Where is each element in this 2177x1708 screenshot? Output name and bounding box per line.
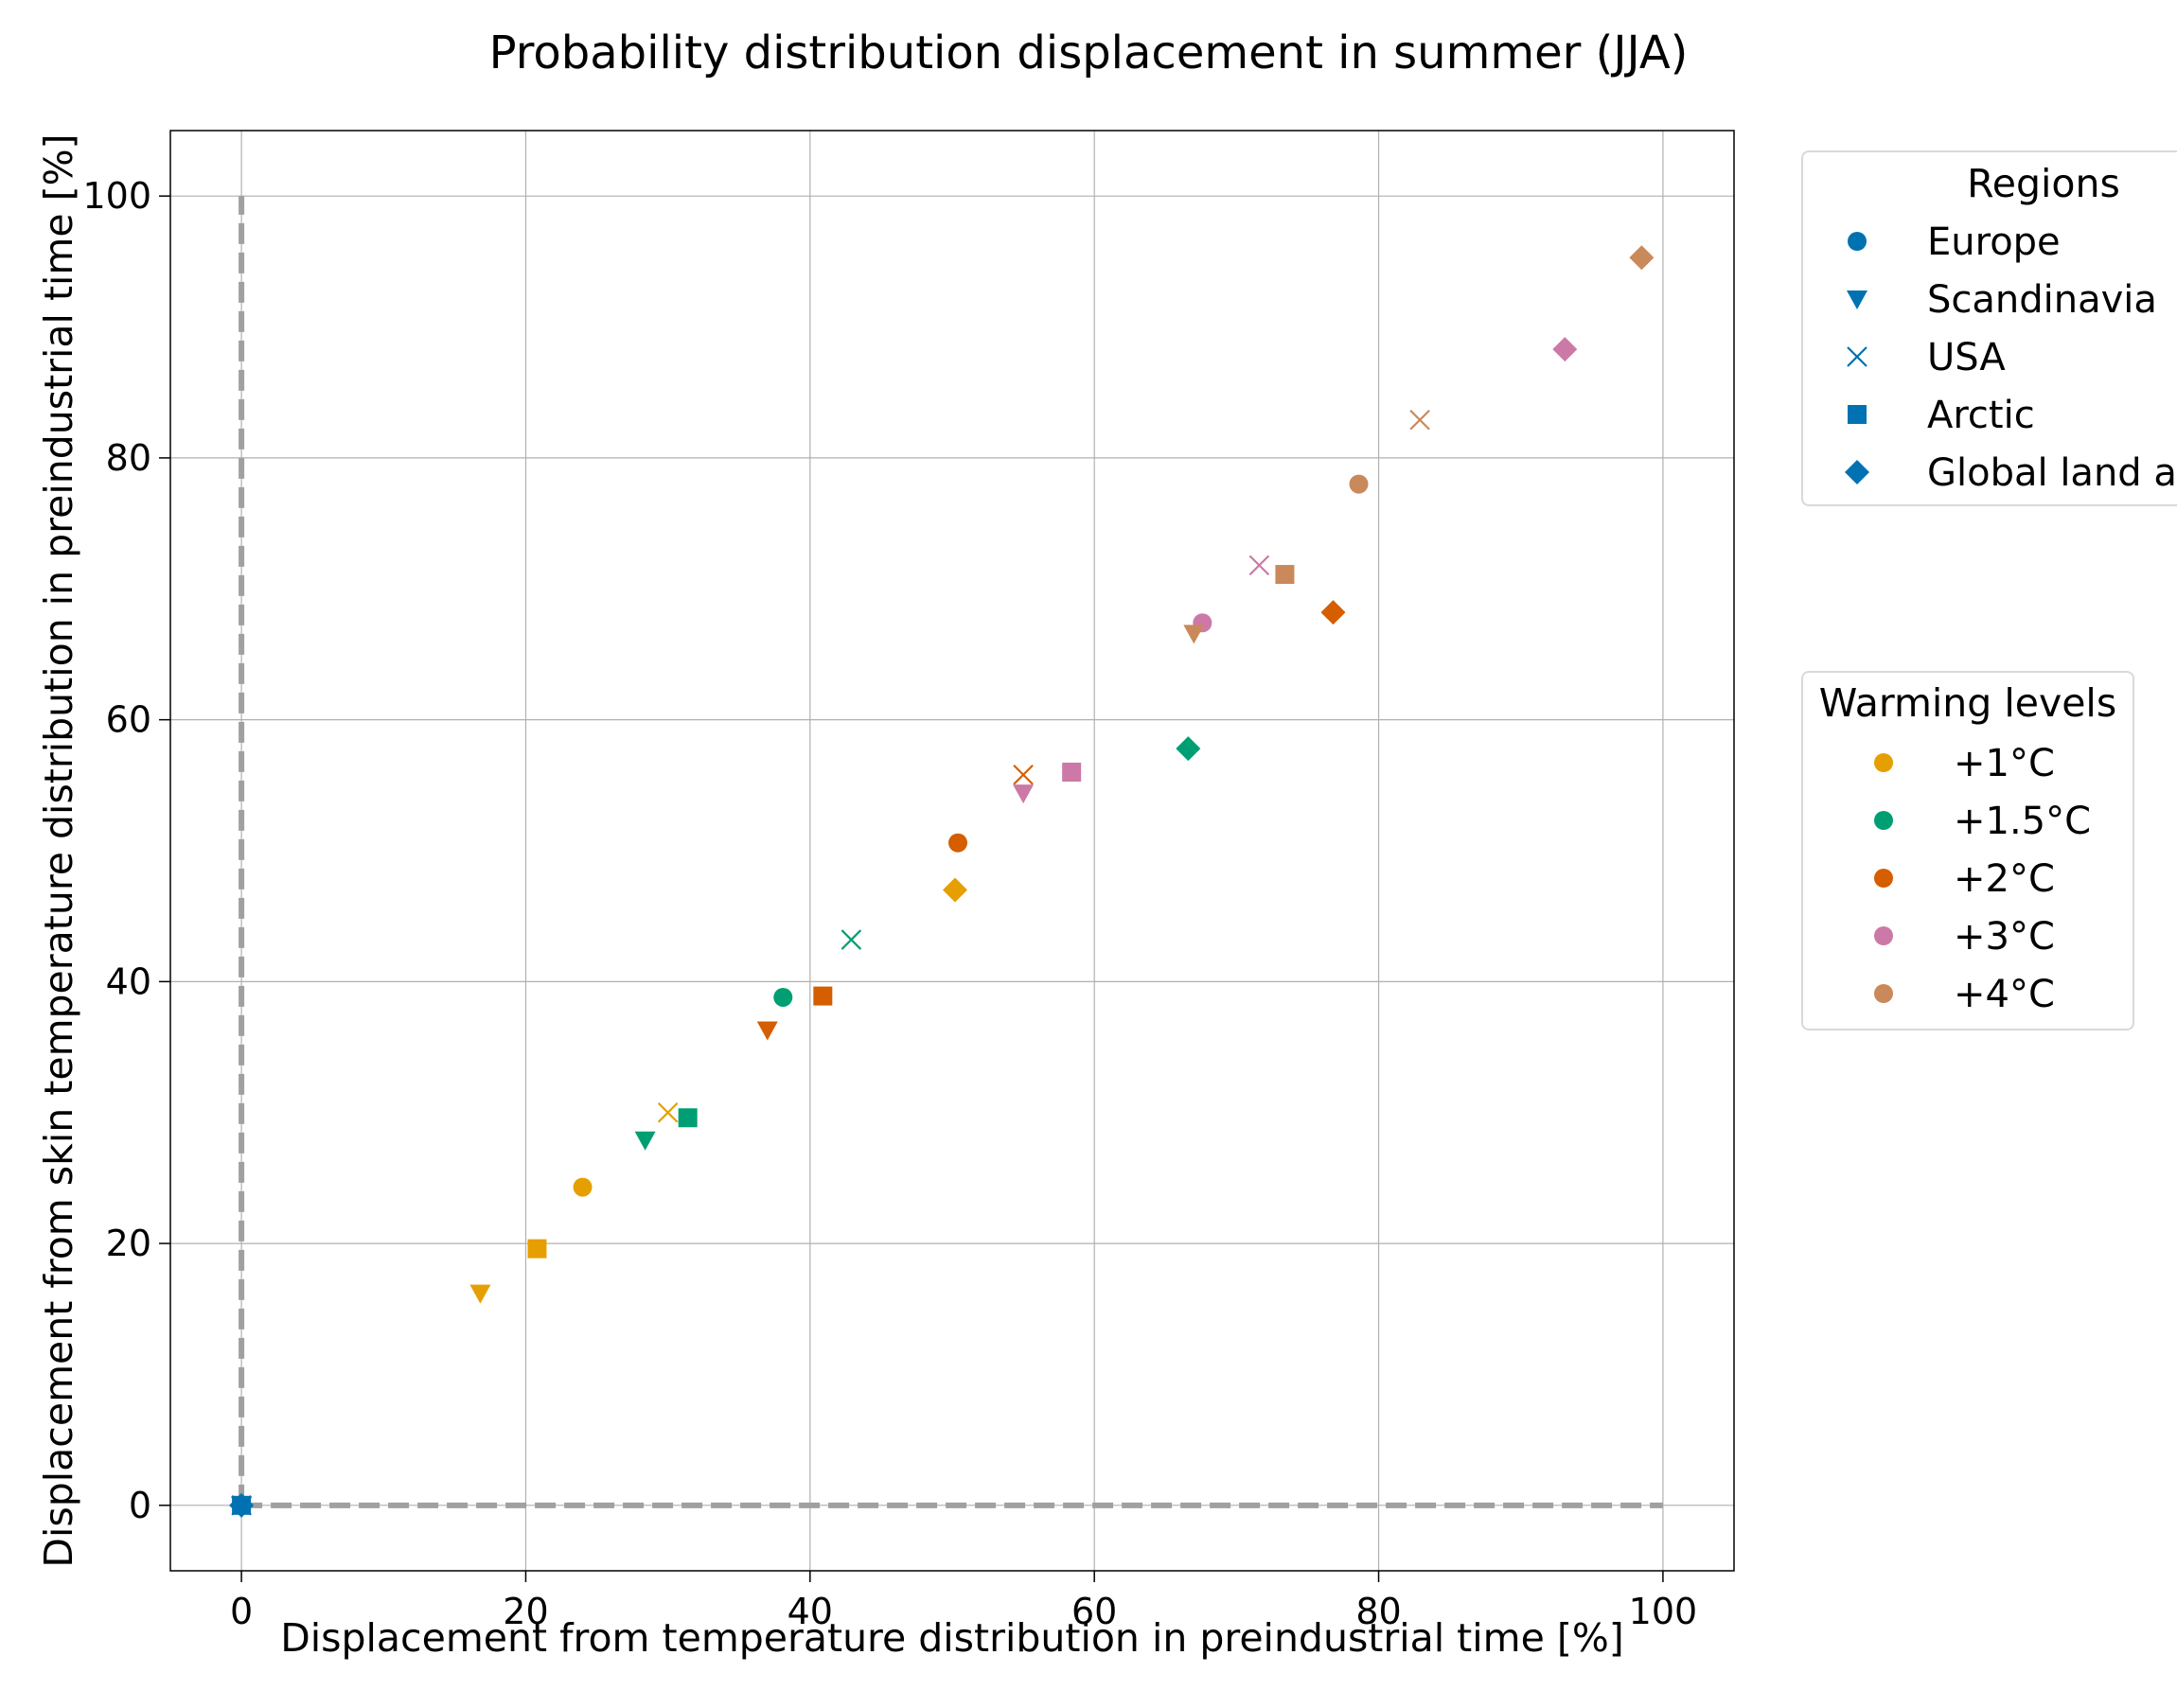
legend-regions: Regions Europe Scandinavia USA Arctic Global…	[1801, 150, 2177, 506]
data-point-scandinavia	[756, 1021, 778, 1041]
legend-marker-warming	[1874, 811, 1893, 830]
x-tick-label: 0	[230, 1591, 253, 1632]
data-point-europe	[773, 987, 793, 1007]
legend-label-arctic: Arctic	[1927, 394, 2035, 437]
legend-label-warming: +1.5°C	[1954, 800, 2091, 843]
legend-label-warming: +1°C	[1954, 742, 2055, 785]
data-point-arctic	[1275, 565, 1295, 585]
plot-frame	[169, 130, 1735, 1572]
data-point-arctic	[813, 986, 833, 1006]
chart-title: Probability distribution displacement in…	[489, 26, 1689, 79]
data-point-scandinavia	[1013, 784, 1035, 804]
legend-regions-title: Regions	[1967, 161, 2120, 206]
data-point-global-land-a	[1629, 245, 1655, 271]
data-point-europe	[948, 833, 968, 853]
data-point-global-land-a	[229, 1492, 255, 1518]
data-point-global-land-a	[1552, 337, 1578, 362]
data-point-usa	[1248, 555, 1270, 576]
legend-marker-warming	[1874, 753, 1893, 772]
y-tick-label: 60	[106, 699, 151, 741]
data-point-scandinavia	[469, 1284, 491, 1304]
data-point-usa	[657, 1101, 679, 1123]
legend-marker-scandinavia	[1847, 291, 1867, 309]
legend-regions-box	[1801, 150, 2177, 506]
legend-marker-arctic	[1848, 405, 1867, 424]
y-tick-label: 40	[106, 960, 151, 1002]
y-tick-label: 100	[82, 175, 151, 217]
data-point-usa	[1409, 410, 1430, 431]
legend-warming-items: +1°C +1.5°C +2°C +3°C +4°C	[1874, 742, 2091, 1016]
data-point-usa	[841, 929, 862, 950]
data-point-scandinavia	[1183, 625, 1205, 644]
x-axis-label: Displacement from temperature distributi…	[280, 1615, 1624, 1661]
legend-label-warming: +4°C	[1954, 973, 2055, 1016]
legend-label-europe: Europe	[1927, 220, 2061, 264]
legend-label-global-land-a: Global land a	[1927, 451, 2177, 495]
data-point-arctic	[1062, 762, 1082, 782]
x-tick-label: 60	[1071, 1591, 1117, 1632]
grid-layer	[170, 131, 1734, 1571]
legend-label-usa: USA	[1927, 336, 2006, 379]
y-tick-label: 80	[106, 437, 151, 479]
x-tick-label: 100	[1629, 1591, 1698, 1632]
x-axis-ticks: 0 20 40 60 80 100	[230, 1571, 1697, 1632]
data-point-global-land-a	[943, 877, 968, 903]
data-points	[229, 245, 1655, 1518]
data-point-europe	[1349, 474, 1369, 494]
legend-marker-warming	[1874, 984, 1893, 1003]
x-tick-label: 80	[1355, 1591, 1401, 1632]
reference-lines	[239, 196, 1663, 1508]
legend-marker-global-land-a	[1845, 460, 1869, 484]
legend-marker-warming	[1874, 869, 1893, 888]
data-point-scandinavia	[634, 1131, 656, 1151]
legend-label-scandinavia: Scandinavia	[1927, 278, 2157, 322]
data-point-global-land-a	[1176, 736, 1201, 762]
legend-warming-title: Warming levels	[1819, 680, 2116, 726]
data-point-arctic	[527, 1239, 547, 1259]
x-tick-label: 20	[503, 1591, 548, 1632]
legend-label-warming: +2°C	[1954, 857, 2055, 901]
data-point-europe	[573, 1177, 593, 1197]
legend-label-warming: +3°C	[1954, 915, 2055, 959]
legend-regions-items: Europe Scandinavia USA Arctic Global land a	[1845, 220, 2177, 495]
y-axis-label: Displacement from skin temperature distr…	[36, 133, 81, 1567]
y-axis-ticks: 0 20 40 60 80 100	[82, 175, 170, 1526]
legend-marker-warming	[1874, 926, 1893, 945]
data-point-usa	[1013, 764, 1034, 785]
y-tick-label: 20	[106, 1223, 151, 1264]
legend-marker-europe	[1848, 232, 1867, 251]
data-point-arctic	[678, 1108, 698, 1128]
legend-marker-usa	[1847, 346, 1867, 367]
y-tick-label: 0	[129, 1485, 151, 1526]
x-tick-label: 40	[788, 1591, 833, 1632]
legend-warming: Warming levels +1°C +1.5°C +2°C +3°C +4°C	[1801, 671, 2134, 1030]
data-point-global-land-a	[1320, 600, 1346, 625]
